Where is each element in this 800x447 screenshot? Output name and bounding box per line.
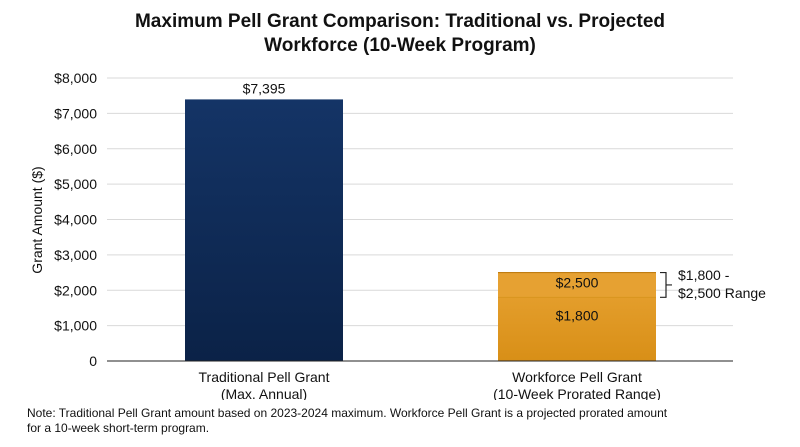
x-tick-label: Traditional Pell Grant	[199, 369, 330, 385]
footnote: Note: Traditional Pell Grant amount base…	[27, 406, 797, 436]
bar-chart: 0 $1,000 $2,000 $3,000 $4,000 $5,000 $6,000 $7,…	[29, 70, 766, 400]
footnote-line-1: Note: Traditional Pell Grant amount base…	[27, 406, 668, 420]
range-bracket	[660, 271, 672, 298]
bar-workforce-range-segment	[498, 272, 656, 298]
y-tick-label: $6,000	[54, 141, 97, 157]
y-tick-label: $2,000	[54, 282, 97, 298]
y-axis-ticks: 0 $1,000 $2,000 $3,000 $4,000 $5,000 $6,000 $7,…	[54, 70, 97, 369]
chart-title: Maximum Pell Grant Comparison: Tradition…	[0, 10, 800, 58]
chart-title-line-1: Maximum Pell Grant Comparison: Tradition…	[134, 11, 665, 32]
x-tick-label-sub: (Max. Annual)	[221, 386, 307, 400]
y-tick-label: $8,000	[54, 70, 97, 86]
x-tick-label-sub: (10-Week Prorated Range)	[493, 386, 661, 400]
bracket-label-line-1: $1,800 -	[678, 267, 730, 283]
data-label-low: $1,800	[556, 307, 599, 323]
y-tick-label: $5,000	[54, 176, 97, 192]
y-tick-label: $1,000	[54, 318, 97, 334]
footnote-line-2: for a 10-week short-term program.	[27, 421, 210, 435]
data-label-high: $2,500	[556, 275, 599, 291]
x-tick-label: Workforce Pell Grant	[512, 369, 642, 385]
y-tick-label: 0	[89, 353, 97, 369]
bars: $7,395 $2,500 $1,800 $1,800 - $2,500 Range	[185, 80, 766, 361]
data-label-traditional: $7,395	[243, 80, 286, 96]
bracket-label-line-2: $2,500 Range	[678, 285, 766, 301]
x-axis-labels: Traditional Pell Grant(Max. Annual) Workf…	[199, 369, 661, 400]
y-tick-label: $4,000	[54, 212, 97, 228]
bar-traditional	[185, 99, 343, 361]
y-tick-label: $7,000	[54, 105, 97, 121]
chart-title-line-2: Workforce (10-Week Program)	[264, 35, 536, 56]
y-axis-label: Grant Amount ($)	[29, 166, 45, 273]
y-tick-label: $3,000	[54, 247, 97, 263]
